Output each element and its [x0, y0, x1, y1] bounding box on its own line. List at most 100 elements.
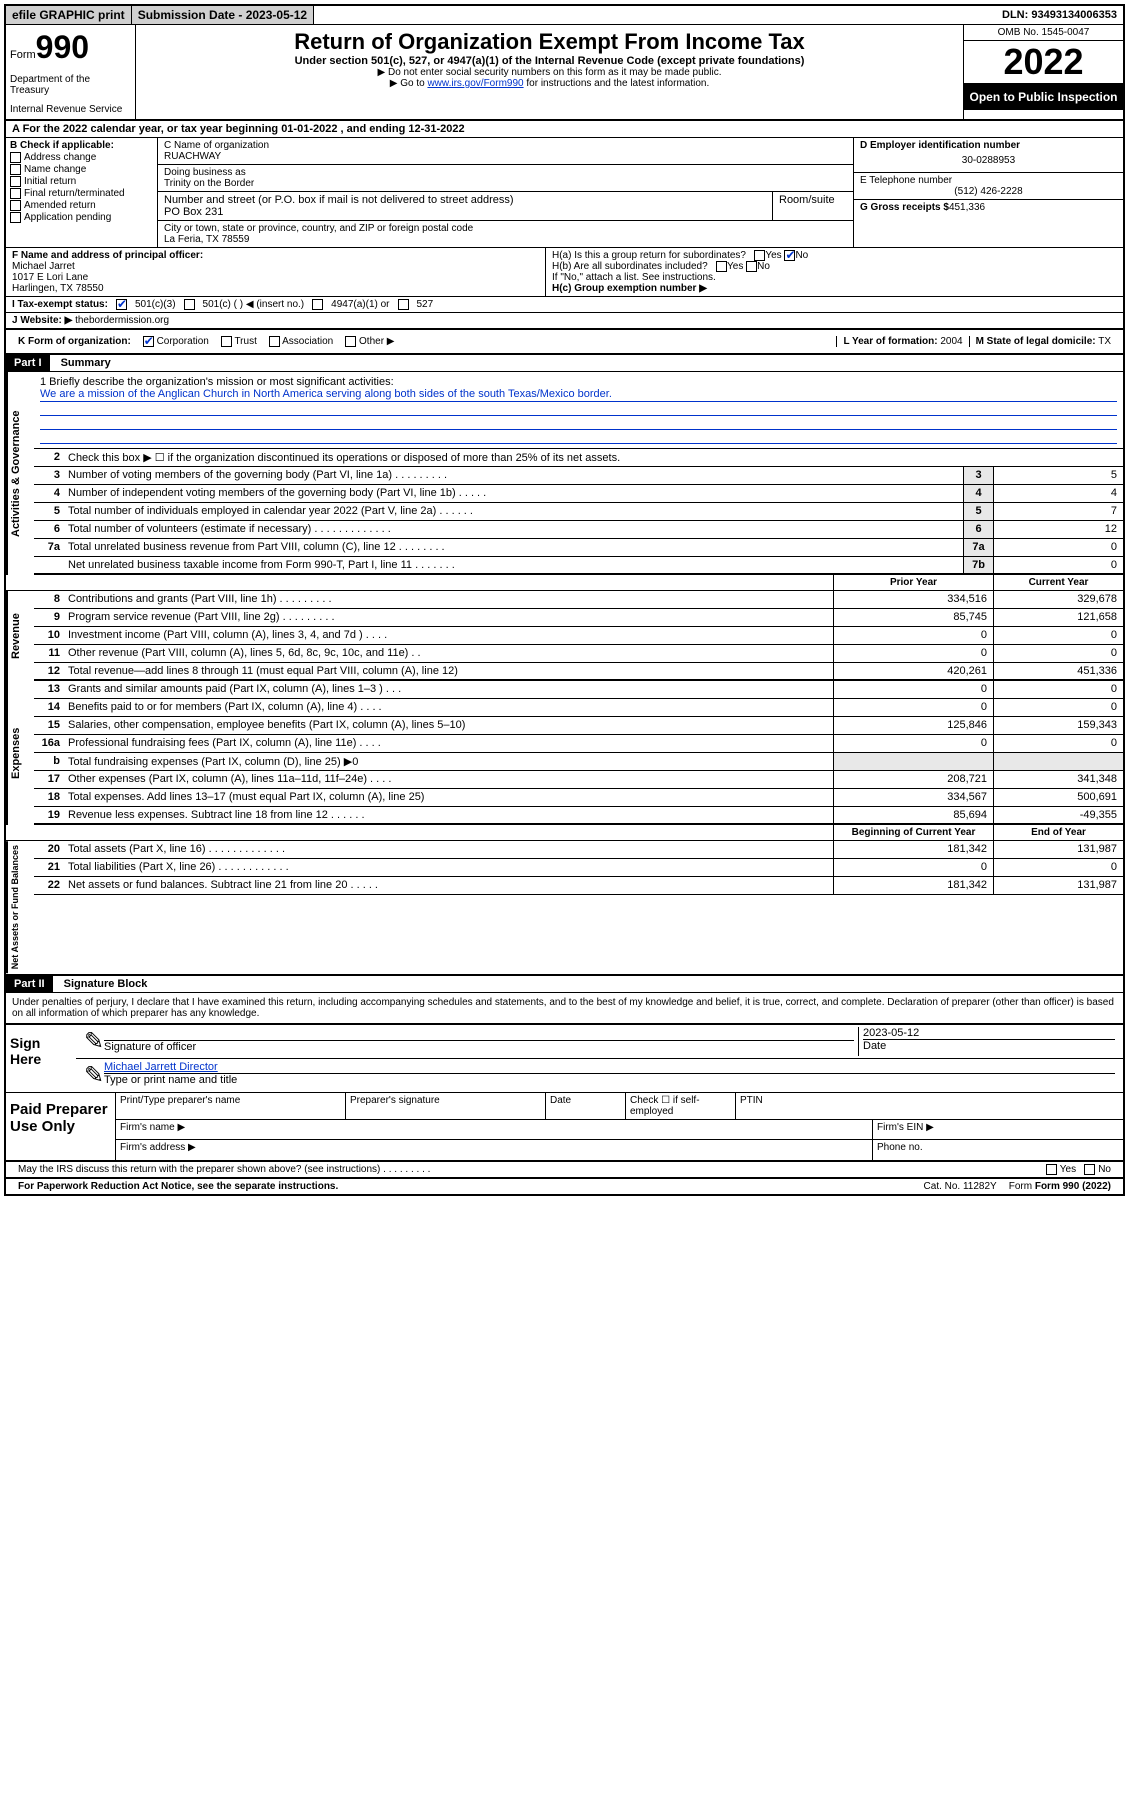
row-f-h: F Name and address of principal officer:…	[6, 248, 1123, 297]
omb-number: OMB No. 1545-0047	[964, 25, 1123, 41]
firm-addr-label: Firm's address ▶	[116, 1140, 873, 1160]
chk-hb-yes[interactable]	[716, 261, 727, 272]
chk-527[interactable]	[398, 299, 409, 310]
cat-no: Cat. No. 11282Y	[918, 1181, 1003, 1192]
phone-value: (512) 426-2228	[860, 186, 1117, 197]
eoy-header: End of Year	[993, 825, 1123, 840]
chk-hb-no[interactable]	[746, 261, 757, 272]
dba-label: Doing business as	[164, 167, 847, 178]
officer-addr1: 1017 E Lori Lane	[12, 272, 539, 283]
val-7b: 0	[993, 557, 1123, 573]
k-label: K Form of organization:	[18, 336, 131, 347]
i-label: I Tax-exempt status:	[12, 299, 108, 310]
irs-label: Internal Revenue Service	[10, 104, 131, 115]
chk-discuss-yes[interactable]	[1046, 1164, 1057, 1175]
col-f: F Name and address of principal officer:…	[6, 248, 546, 296]
current-year-header: Current Year	[993, 575, 1123, 590]
row-a-tax-year: A For the 2022 calendar year, or tax yea…	[6, 121, 1123, 138]
part-ii-header: Part II Signature Block	[6, 976, 1123, 993]
gross-value: 451,336	[949, 202, 985, 213]
summary-line: 13Grants and similar amounts paid (Part …	[34, 681, 1123, 699]
chk-corp[interactable]	[143, 336, 154, 347]
chk-address-change[interactable]	[10, 152, 21, 163]
side-net-assets: Net Assets or Fund Balances	[6, 841, 34, 973]
ein-label: D Employer identification number	[860, 140, 1020, 151]
org-name: RUACHWAY	[164, 151, 847, 162]
entity-section: B Check if applicable: Address change Na…	[6, 138, 1123, 248]
val-3: 5	[993, 467, 1123, 484]
hb-note: If "No," attach a list. See instructions…	[552, 272, 1117, 283]
efile-button[interactable]: efile GRAPHIC print	[6, 6, 132, 24]
f-label: F Name and address of principal officer:	[12, 250, 203, 261]
chk-app-pending[interactable]	[10, 212, 21, 223]
top-bar: efile GRAPHIC print Submission Date - 20…	[6, 6, 1123, 25]
paid-prep-label: Paid Preparer Use Only	[6, 1093, 116, 1160]
chk-trust[interactable]	[221, 336, 232, 347]
chk-discuss-no[interactable]	[1084, 1164, 1095, 1175]
sig-date: 2023-05-12	[863, 1027, 1115, 1039]
val-5: 7	[993, 503, 1123, 520]
boy-header: Beginning of Current Year	[833, 825, 993, 840]
public-inspection: Open to Public Inspection	[964, 84, 1123, 110]
val-7a: 0	[993, 539, 1123, 556]
dba-value: Trinity on the Border	[164, 178, 847, 189]
summary-line: 12Total revenue—add lines 8 through 11 (…	[34, 663, 1123, 681]
col-de: D Employer identification number 30-0288…	[853, 138, 1123, 247]
prior-year-header: Prior Year	[833, 575, 993, 590]
summary-line: 8Contributions and grants (Part VIII, li…	[34, 591, 1123, 609]
sign-here-row: Sign Here ✎ Signature of officer 2023-05…	[6, 1025, 1123, 1093]
chk-final-return[interactable]	[10, 188, 21, 199]
form-label: Form	[10, 49, 36, 61]
state-domicile: TX	[1098, 336, 1111, 347]
submission-date: Submission Date - 2023-05-12	[132, 6, 314, 24]
col-b-checkboxes: B Check if applicable: Address change Na…	[6, 138, 158, 247]
summary-line: 17Other expenses (Part IX, column (A), l…	[34, 771, 1123, 789]
sig-officer-label: Signature of officer	[104, 1041, 854, 1053]
chk-501c3[interactable]	[116, 299, 127, 310]
form-subtitle: Under section 501(c), 527, or 4947(a)(1)…	[144, 55, 955, 67]
org-name-label: C Name of organization	[164, 140, 847, 151]
revenue-section: Revenue 8Contributions and grants (Part …	[6, 591, 1123, 681]
chk-assoc[interactable]	[269, 336, 280, 347]
balance-header-row: Beginning of Current Year End of Year	[6, 825, 1123, 841]
gross-label: G Gross receipts $	[860, 202, 949, 213]
summary-line: 15Salaries, other compensation, employee…	[34, 717, 1123, 735]
chk-amended[interactable]	[10, 200, 21, 211]
tax-year: 2022	[964, 41, 1123, 84]
city-value: La Feria, TX 78559	[164, 234, 847, 245]
form-ref: Form Form 990 (2022)	[1003, 1181, 1117, 1192]
chk-4947[interactable]	[312, 299, 323, 310]
summary-line: 21Total liabilities (Part X, line 26) . …	[34, 859, 1123, 877]
chk-ha-no[interactable]	[784, 250, 795, 261]
phone-label: E Telephone number	[860, 175, 1117, 186]
irs-link[interactable]: www.irs.gov/Form990	[427, 78, 523, 89]
chk-other[interactable]	[345, 336, 356, 347]
year-formation: 2004	[940, 336, 962, 347]
website-value: thebordermission.org	[75, 315, 169, 326]
prep-sig-label: Preparer's signature	[346, 1093, 546, 1119]
officer-printed-name: Michael Jarrett Director	[104, 1061, 1115, 1073]
col-h: H(a) Is this a group return for subordin…	[546, 248, 1123, 296]
part-i-title: Summary	[53, 357, 111, 369]
note-ssn: ▶ Do not enter social security numbers o…	[144, 67, 955, 78]
self-emp-label: Check ☐ if self-employed	[626, 1093, 736, 1119]
col-b-title: B Check if applicable:	[10, 140, 114, 151]
sign-here-label: Sign Here	[6, 1025, 76, 1092]
row-j: J Website: ▶ thebordermission.org	[6, 313, 1123, 330]
chk-ha-yes[interactable]	[754, 250, 765, 261]
form-number: 990	[36, 29, 89, 65]
chk-501c[interactable]	[184, 299, 195, 310]
discuss-row: May the IRS discuss this return with the…	[6, 1162, 1123, 1179]
year-block: OMB No. 1545-0047 2022 Open to Public In…	[963, 25, 1123, 119]
form-container: efile GRAPHIC print Submission Date - 20…	[4, 4, 1125, 1196]
title-block: Return of Organization Exempt From Incom…	[136, 25, 963, 119]
side-governance: Activities & Governance	[6, 372, 34, 575]
addr-value: PO Box 231	[164, 206, 766, 218]
paid-preparer-section: Paid Preparer Use Only Print/Type prepar…	[6, 1093, 1123, 1162]
val-6: 12	[993, 521, 1123, 538]
chk-initial-return[interactable]	[10, 176, 21, 187]
form-title: Return of Organization Exempt From Incom…	[144, 29, 955, 55]
mission-text: We are a mission of the Anglican Church …	[40, 388, 1117, 402]
chk-name-change[interactable]	[10, 164, 21, 175]
firm-name-label: Firm's name ▶	[116, 1120, 873, 1139]
